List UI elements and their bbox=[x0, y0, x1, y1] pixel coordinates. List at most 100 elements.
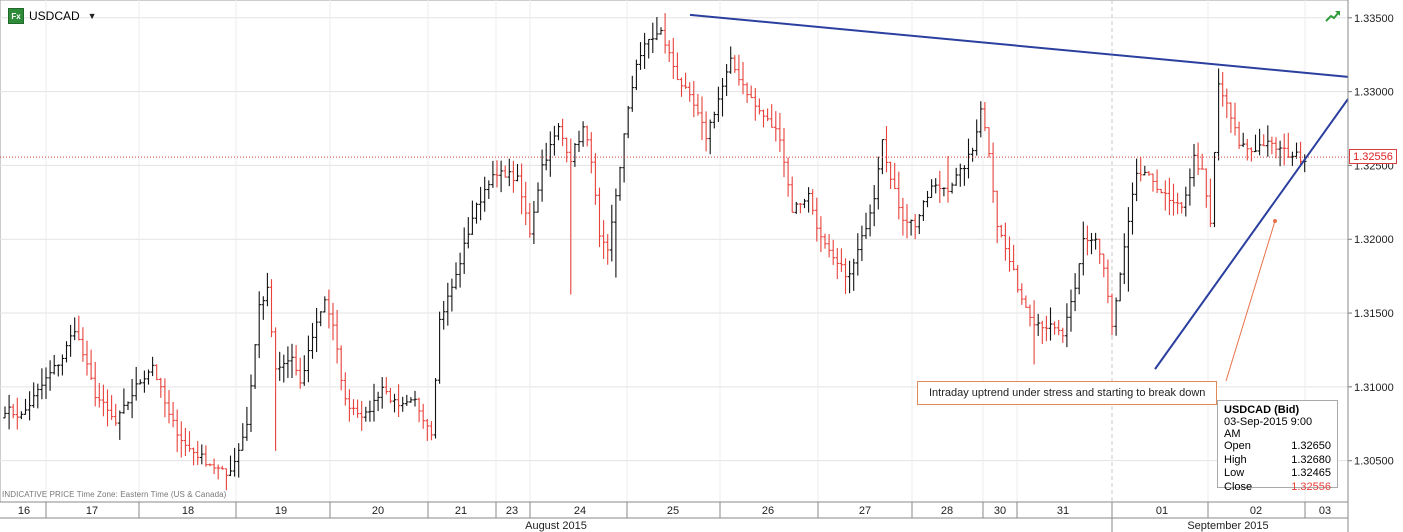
ohlc-bar bbox=[1024, 295, 1028, 308]
ohlc-bar bbox=[85, 340, 89, 376]
ohlc-bar bbox=[909, 219, 913, 236]
ohlc-bar bbox=[548, 131, 553, 177]
ohlc-bar bbox=[786, 157, 790, 197]
ohlc-bar bbox=[1061, 327, 1065, 343]
ohlc-bar bbox=[774, 111, 778, 142]
ohlc-bar bbox=[655, 17, 659, 41]
ohlc-bar bbox=[962, 165, 967, 186]
trend-arrow-icon[interactable] bbox=[1325, 9, 1341, 23]
ohlc-bar bbox=[876, 156, 881, 210]
x-day-label: 25 bbox=[667, 505, 679, 517]
ohlc-bar bbox=[638, 42, 643, 70]
ohlc-bar bbox=[368, 400, 372, 422]
ohlc-bar bbox=[359, 401, 364, 431]
ohlc-bar bbox=[1122, 233, 1127, 285]
ohlc-bar bbox=[585, 125, 589, 147]
ohlc-bar bbox=[999, 224, 1004, 238]
ohlc-bar bbox=[421, 403, 425, 429]
info-value: 1.32556 bbox=[1291, 480, 1331, 493]
ohlc-bar bbox=[560, 118, 565, 147]
ohlc-bar bbox=[372, 383, 376, 422]
ohlc-bar bbox=[511, 160, 516, 193]
ohlc-bar bbox=[1200, 153, 1204, 170]
chart-grid bbox=[0, 0, 1349, 503]
x-month-label: August 2015 bbox=[525, 520, 587, 532]
ohlc-bar bbox=[991, 142, 995, 203]
ohlc-bar bbox=[659, 27, 663, 35]
ohlc-bar bbox=[228, 455, 233, 477]
ohlc-bar bbox=[663, 13, 667, 54]
ohlc-bar bbox=[68, 324, 73, 357]
x-day-label: 23 bbox=[506, 505, 518, 517]
ohlc-bar bbox=[1274, 137, 1278, 159]
ohlc-bar bbox=[331, 302, 335, 341]
ohlc-bar bbox=[671, 37, 676, 80]
ohlc-bar bbox=[154, 364, 159, 381]
ohlc-bar bbox=[839, 248, 844, 272]
ohlc-bar bbox=[1171, 183, 1176, 216]
ohlc-bar bbox=[81, 327, 85, 362]
plot-area bbox=[0, 0, 1349, 503]
ohlc-bar bbox=[1282, 133, 1286, 166]
ohlc-bar bbox=[597, 187, 602, 248]
ohlc-bar bbox=[1085, 225, 1090, 256]
ohlc-bar bbox=[933, 178, 938, 194]
ohlc-bar bbox=[388, 387, 393, 404]
ohlc-bar bbox=[327, 289, 331, 329]
info-value: 1.32680 bbox=[1291, 453, 1331, 466]
ohlc-bar bbox=[1044, 315, 1049, 342]
ohlc-bar bbox=[765, 108, 770, 122]
ohlc-bar bbox=[741, 61, 745, 95]
ohlc-bar bbox=[634, 59, 639, 91]
ohlc-bar bbox=[540, 149, 544, 202]
ohlc-bar bbox=[913, 214, 917, 240]
ohlc-bar bbox=[257, 291, 261, 359]
ohlc-bar bbox=[921, 200, 926, 222]
y-tick-label: 1.33500 bbox=[1354, 13, 1394, 25]
ohlc-bar bbox=[7, 394, 11, 430]
ohlc-bar bbox=[794, 201, 799, 214]
indicative-price-note: INDICATIVE PRICE Time Zone: Eastern Time… bbox=[2, 490, 227, 499]
ohlc-bar bbox=[146, 369, 151, 385]
ohlc-bar bbox=[44, 367, 48, 400]
ohlc-bar bbox=[1225, 88, 1229, 119]
ohlc-bar bbox=[482, 176, 487, 212]
ohlc-bar bbox=[1003, 222, 1008, 261]
ohlc-bar bbox=[675, 52, 680, 81]
ohlc-bar bbox=[1212, 151, 1217, 228]
ohlc-bar bbox=[1249, 147, 1254, 162]
ohlc-bar bbox=[1175, 192, 1180, 215]
ohlc-bar bbox=[864, 212, 868, 239]
ohlc-bar bbox=[733, 55, 737, 73]
ohlc-bar bbox=[884, 126, 889, 173]
ohlc-info-panel: USDCAD (Bid) 03-Sep-2015 9:00 AM Open 1.… bbox=[1217, 400, 1338, 493]
ohlc-bar bbox=[626, 105, 630, 139]
ohlc-bar bbox=[593, 153, 598, 205]
ohlc-bar bbox=[618, 166, 622, 201]
current-price-badge: 1.32556 bbox=[1349, 149, 1397, 164]
ohlc-bar bbox=[450, 278, 454, 312]
ohlc-bar bbox=[667, 40, 671, 62]
ohlc-bar bbox=[175, 409, 179, 453]
ohlc-bar bbox=[36, 383, 40, 409]
ohlc-bar bbox=[1159, 188, 1163, 194]
ohlc-bar bbox=[1216, 68, 1221, 161]
ohlc-bar bbox=[1270, 136, 1274, 155]
ohlc-bar bbox=[265, 272, 270, 307]
ohlc-bar bbox=[704, 111, 708, 152]
info-row-close: Close 1.32556 bbox=[1224, 481, 1331, 495]
ohlc-bar bbox=[1048, 307, 1053, 341]
info-value: 1.32650 bbox=[1291, 440, 1331, 452]
y-tick-label: 1.31000 bbox=[1354, 382, 1394, 394]
ohlc-bar bbox=[523, 181, 528, 226]
info-title: USDCAD (Bid) bbox=[1224, 404, 1300, 416]
ohlc-bar bbox=[318, 311, 323, 327]
ohlc-bar bbox=[216, 464, 220, 480]
ohlc-bar bbox=[454, 262, 458, 290]
info-label: Open bbox=[1224, 440, 1251, 452]
x-day-label: 18 bbox=[182, 505, 194, 517]
ohlc-bar bbox=[339, 345, 343, 391]
symbol-selector[interactable]: Fx USDCAD ▼ bbox=[8, 7, 97, 25]
chevron-down-icon[interactable]: ▼ bbox=[87, 11, 97, 21]
